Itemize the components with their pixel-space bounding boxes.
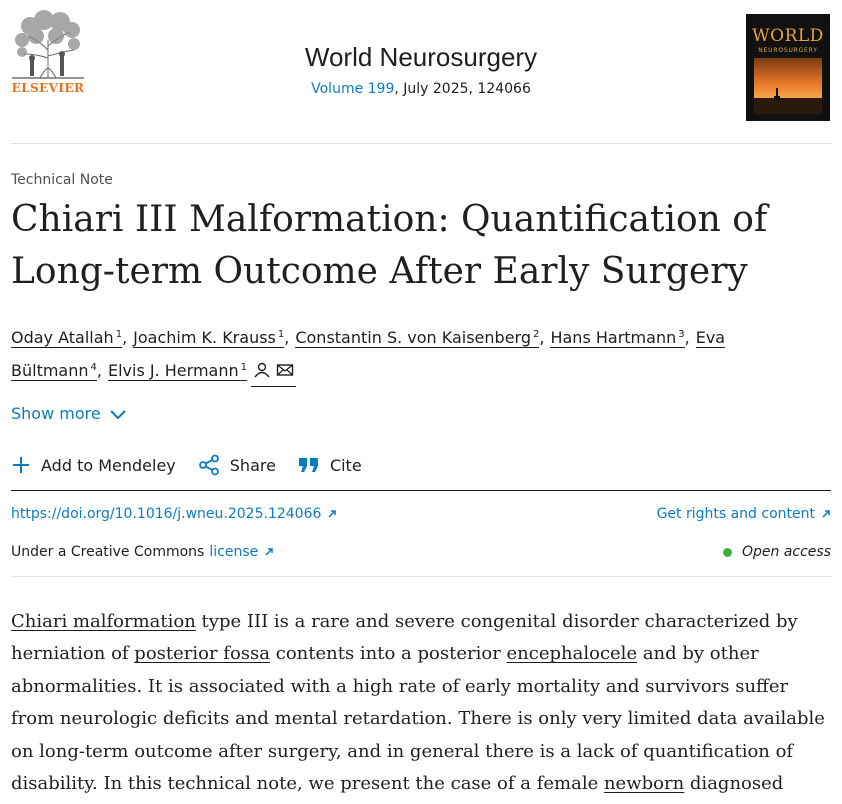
issue-details: , July 2025, 124066 <box>394 81 531 97</box>
journal-cover[interactable]: WORLD NEUROSURGERY <box>746 14 830 121</box>
header-divider <box>11 143 831 144</box>
external-link-icon <box>265 548 273 556</box>
cover-title: WORLD <box>752 26 824 46</box>
person-icon <box>254 362 270 378</box>
abstract-divider <box>11 576 831 577</box>
journal-header: ELSEVIER World Neurosurgery Volume 199, … <box>0 0 842 142</box>
author-link[interactable]: Oday Atallah 1 <box>11 328 123 348</box>
author-link[interactable]: Eva Bültmann 4 <box>11 328 726 381</box>
share-button[interactable]: Share <box>198 454 276 476</box>
rights-text: Get rights and content <box>656 506 815 522</box>
license-prefix: Under a Creative Commons <box>11 544 205 560</box>
open-access-badge: Open access <box>722 544 831 560</box>
corresponding-author-link[interactable]: Elvis J. Hermann 1 <box>107 361 247 381</box>
open-access-dot-icon <box>722 547 732 557</box>
author-link[interactable]: Joachim K. Krauss 1 <box>133 328 285 348</box>
author-link[interactable]: Constantin S. von Kaisenberg 2 <box>295 328 540 348</box>
license-link[interactable]: license <box>209 544 274 560</box>
doi-text: https://doi.org/10.1016/j.wneu.2025.1240… <box>11 506 322 522</box>
volume-link[interactable]: Volume 199 <box>311 81 395 97</box>
plus-icon <box>13 457 29 473</box>
show-more-button[interactable]: Show more <box>11 404 127 423</box>
publisher-name: ELSEVIER <box>11 81 85 95</box>
issue-info: Volume 199, July 2025, 124066 <box>220 81 622 97</box>
keyword-link[interactable]: posterior fossa <box>134 643 271 665</box>
cover-image <box>754 58 822 114</box>
chevron-down-icon <box>109 409 126 419</box>
add-to-mendeley-label: Add to Mendeley <box>41 455 176 475</box>
cite-button[interactable]: Cite <box>298 456 362 475</box>
journal-title[interactable]: World Neurosurgery <box>304 42 538 72</box>
article-toolbar: Add to Mendeley Share Cite <box>11 454 384 476</box>
external-link-icon <box>822 510 830 518</box>
article-type: Technical Note <box>11 172 113 188</box>
external-link-icon <box>328 510 337 518</box>
abstract-text: Chiari malformation type III is a rare a… <box>11 611 825 795</box>
keyword-link[interactable]: encephalocele <box>506 643 638 665</box>
author-link[interactable]: Hans Hartmann 3 <box>550 328 685 348</box>
open-access-label: Open access <box>741 544 831 560</box>
toolbar-divider <box>11 490 831 491</box>
doi-link[interactable]: https://doi.org/10.1016/j.wneu.2025.1240… <box>11 506 337 522</box>
rights-link[interactable]: Get rights and content <box>657 506 831 522</box>
keyword-link[interactable]: Chiari malformation <box>11 611 196 632</box>
cover-subtitle: NEUROSURGERY <box>758 47 818 54</box>
article-title: Chiari III Malformation: Quantification … <box>11 199 768 292</box>
share-label: Share <box>229 455 276 475</box>
envelope-icon <box>276 364 294 376</box>
quote-icon <box>298 458 318 472</box>
keyword-link[interactable]: newborn <box>603 773 685 795</box>
show-more-label: Show more <box>11 404 101 423</box>
share-icon <box>198 454 219 476</box>
author-list: Oday Atallah 1, Joachim K. Krauss 1, Constan… <box>11 320 831 387</box>
license-text: license <box>209 544 259 560</box>
license-info: Under a Creative Commons license <box>11 544 274 560</box>
cite-label: Cite <box>329 455 362 475</box>
elsevier-tree-logo[interactable] <box>10 10 86 96</box>
corresponding-author-icons[interactable] <box>250 356 297 387</box>
add-to-mendeley-button[interactable]: Add to Mendeley <box>11 455 176 475</box>
